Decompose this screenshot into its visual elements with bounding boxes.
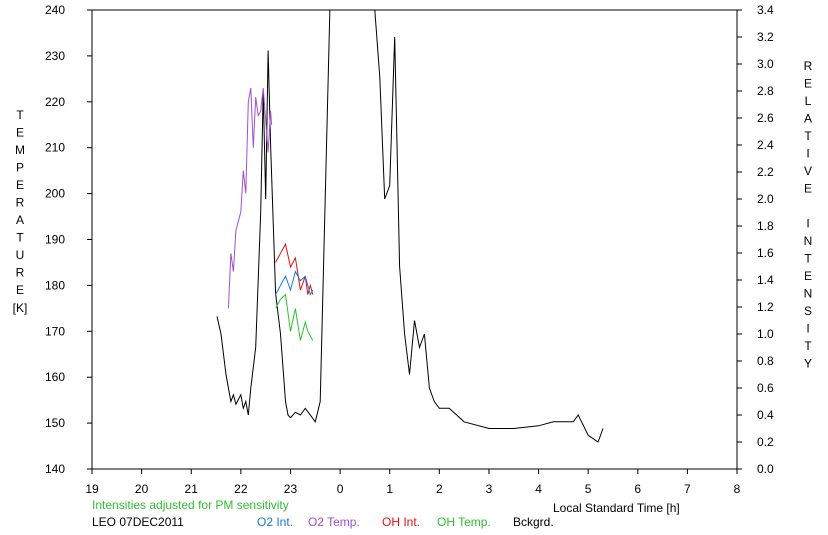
y-right-tick-label: 3.2 [757,30,774,44]
y-right-title-letter: S [804,304,812,318]
x-tick-label: 8 [734,482,741,496]
y-right-tick-label: 1.0 [757,327,774,341]
y-right-tick-label: 0.6 [757,381,774,395]
y-right-title-letter: V [804,164,812,178]
y-left-unit: [K] [13,301,28,315]
x-tick-label: 6 [634,482,641,496]
y-right-title-letter: L [805,94,812,108]
y-right-title-letter: I [806,217,809,231]
legend-entry: Bckgrd. [513,515,554,529]
y-right-tick-label: 0.8 [757,354,774,368]
station-label: LEO 07DEC2011 [92,515,184,529]
y-right-tick-label: 1.6 [757,246,774,260]
y-right-title-letter: N [804,287,813,301]
x-tick-label: 23 [284,482,298,496]
y-right-title-letter: E [804,182,812,196]
x-tick-label: 3 [486,482,493,496]
y-left-tick-label: 200 [45,187,65,201]
legend-entry: OH Int. [382,515,420,529]
y-right-tick-label: 2.2 [757,165,774,179]
y-right-title-letter: A [804,112,812,126]
x-tick-label: 0 [337,482,344,496]
y-left-title-letter: T [16,108,24,122]
y-right-tick-label: 0.2 [757,435,774,449]
y-left-title-letter: T [16,231,24,245]
y-left-tick-label: 230 [45,49,65,63]
x-tick-label: 5 [585,482,592,496]
x-tick-label: 4 [535,482,542,496]
y-right-tick-label: 2.4 [757,138,774,152]
y-left-tick-label: 220 [45,95,65,109]
y-right-title-letter: E [804,269,812,283]
x-tick-label: 7 [684,482,691,496]
y-left-tick-label: 150 [45,416,65,430]
y-left-tick-label: 170 [45,324,65,338]
y-right-tick-label: 0.4 [757,408,774,422]
y-left-title-letter: P [16,161,24,175]
y-right-title-letter: R [804,59,813,73]
y-right-title-letter: I [806,147,809,161]
series-line-2 [275,242,314,295]
legend-entry: O2 Temp. [308,515,360,529]
x-tick-label: 19 [85,482,99,496]
y-right-tick-label: 2.8 [757,84,774,98]
y-right-tick-label: 2.6 [757,111,774,125]
y-left-title-letter: R [16,266,25,280]
x-tick-label: 20 [135,482,149,496]
y-right-tick-label: 1.8 [757,219,774,233]
y-right-tick-label: 3.4 [757,3,774,17]
y-left-tick-label: 180 [45,278,65,292]
y-right-title-letter: T [804,339,812,353]
legend-entry: O2 Int. [257,515,293,529]
y-left-title-letter: E [16,178,24,192]
y-right-title-letter: I [806,322,809,336]
series-line-3 [275,293,314,341]
y-right-title-letter: N [804,234,813,248]
y-right-title-letter: E [804,77,812,91]
y-left-title-letter: M [15,143,25,157]
y-right-tick-label: 1.2 [757,300,774,314]
y-left-tick-label: 240 [45,3,65,17]
y-right-title-letter: T [804,129,812,143]
y-right-title-letter: Y [804,357,812,371]
series-line-0 [216,10,604,443]
y-left-tick-label: 160 [45,370,65,384]
y-right-tick-label: 2.0 [757,192,774,206]
x-tick-label: 1 [386,482,393,496]
x-axis-title: Local Standard Time [h] [553,501,680,515]
y-left-title-letter: R [16,196,25,210]
y-left-tick-label: 190 [45,233,65,247]
x-tick-label: 22 [234,482,248,496]
y-left-title-letter: U [16,248,25,262]
y-left-title-letter: A [16,213,24,227]
plot-frame [91,9,738,470]
y-left-title-letter: E [16,283,24,297]
y-right-tick-label: 0.0 [757,462,774,476]
y-right-tick-label: 1.4 [757,273,774,287]
note-text: Intensities adjusted for PM sensitivity [92,498,289,512]
y-right-title-letter: T [804,252,812,266]
x-tick-label: 2 [436,482,443,496]
series-line-1 [227,87,273,309]
legend-entry: OH Temp. [437,515,491,529]
y-left-tick-label: 210 [45,141,65,155]
y-left-title-letter: E [16,126,24,140]
x-tick-label: 21 [185,482,199,496]
y-right-tick-label: 3.0 [757,57,774,71]
series-line-4 [275,270,314,296]
y-left-tick-label: 140 [45,462,65,476]
